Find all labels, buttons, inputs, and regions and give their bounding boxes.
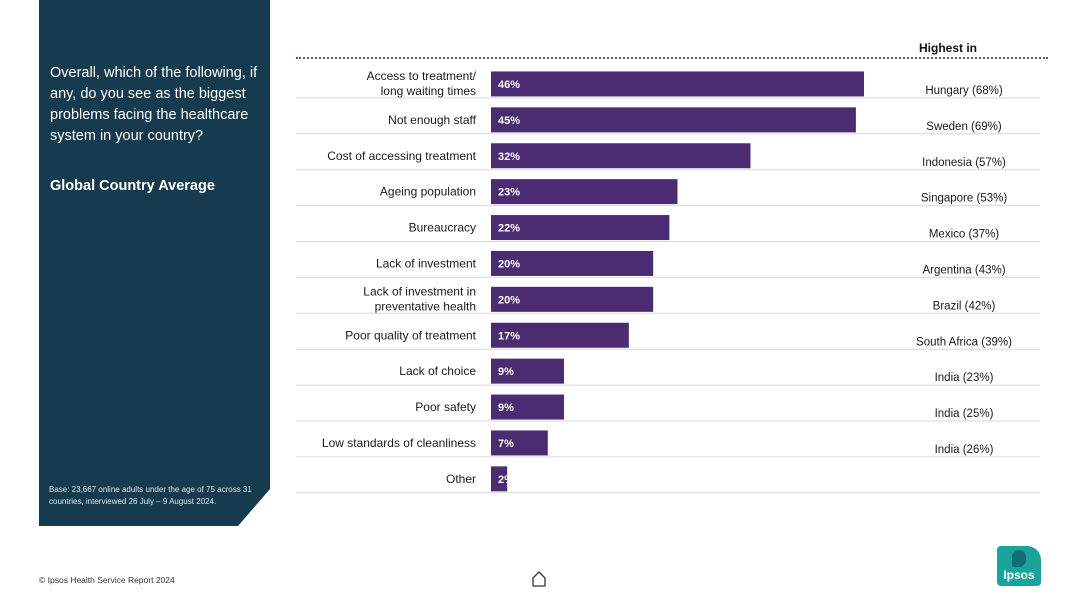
category-label: Lack of choice <box>399 364 476 378</box>
value-label: 46% <box>498 79 520 91</box>
bar <box>491 250 654 276</box>
bar-chart: Access to treatment/long waiting times 46… <box>296 69 1040 494</box>
header-divider <box>296 57 1048 59</box>
logo-mark-icon <box>1012 550 1026 567</box>
category-label: Bureaucracy <box>409 221 476 235</box>
highest-in-label: Singapore (53%) <box>921 193 1007 205</box>
bar <box>491 71 864 97</box>
value-label: 32% <box>498 151 520 163</box>
bar <box>491 430 548 456</box>
value-label: 7% <box>498 438 514 450</box>
value-label: 20% <box>498 258 520 270</box>
highest-in-label: India (25%) <box>935 408 994 420</box>
highest-in-label: Sweden (69%) <box>926 121 1002 133</box>
bar <box>491 179 678 205</box>
chart-subtitle: Global Country Average <box>50 178 215 194</box>
bar <box>491 107 856 133</box>
bar <box>491 322 629 348</box>
bar <box>491 466 508 492</box>
category-label: Other <box>446 472 476 486</box>
footer-copyright: © Ipsos Health Service Report 2024 <box>39 575 175 585</box>
value-label: 20% <box>498 294 520 306</box>
bar <box>491 394 564 420</box>
home-icon[interactable] <box>531 570 547 588</box>
category-label: Poor quality of treatment <box>345 328 476 342</box>
highest-in-header: Highest in <box>919 41 978 55</box>
highest-in-label: India (26%) <box>935 444 994 456</box>
highest-in-label: Indonesia (57%) <box>922 157 1006 169</box>
highest-in-label: Mexico (37%) <box>929 229 999 241</box>
value-label: 22% <box>498 223 520 235</box>
value-label: 9% <box>498 402 514 414</box>
category-label: Cost of accessing treatment <box>327 149 476 163</box>
highest-in-label: Hungary (68%) <box>925 85 1003 97</box>
category-label: Not enough staff <box>388 113 477 127</box>
category-label: Lack of investment in preventative health <box>363 284 476 313</box>
highest-in-label: India (23%) <box>935 372 994 384</box>
value-label: 9% <box>498 366 514 378</box>
highest-in-label: South Africa (39%) <box>916 336 1012 348</box>
highest-in-label: Argentina (43%) <box>922 264 1005 276</box>
question-text: Overall, which of the following, if any,… <box>50 65 258 144</box>
bar <box>491 143 751 169</box>
logo-text: Ipsos <box>1003 568 1035 582</box>
category-label: Lack of investment <box>376 256 477 270</box>
value-label: 23% <box>498 187 520 199</box>
question-panel: Overall, which of the following, if any,… <box>39 0 270 526</box>
value-label: 17% <box>498 330 520 342</box>
base-note: Base: 23,667 online adults under the age… <box>49 485 252 506</box>
category-label: Access to treatment/long waiting times <box>367 69 477 98</box>
bar <box>491 358 564 384</box>
bar <box>491 286 654 312</box>
value-label: 2% <box>498 474 514 486</box>
ipsos-logo: Ipsos <box>997 546 1041 586</box>
category-label: Ageing population <box>380 185 476 199</box>
highest-in-label: Brazil (42%) <box>933 300 996 312</box>
category-label: Poor safety <box>415 400 476 414</box>
category-label: Low standards of cleanliness <box>322 436 476 450</box>
bar <box>491 215 670 241</box>
value-label: 45% <box>498 115 520 127</box>
